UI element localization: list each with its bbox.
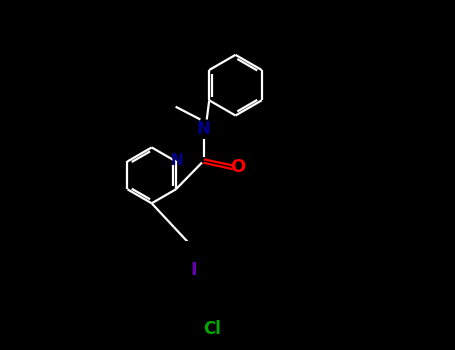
Text: N: N: [171, 153, 184, 168]
Text: Cl: Cl: [203, 320, 221, 338]
Text: O: O: [230, 159, 246, 176]
Text: N: N: [197, 120, 211, 138]
Text: I: I: [191, 261, 197, 279]
